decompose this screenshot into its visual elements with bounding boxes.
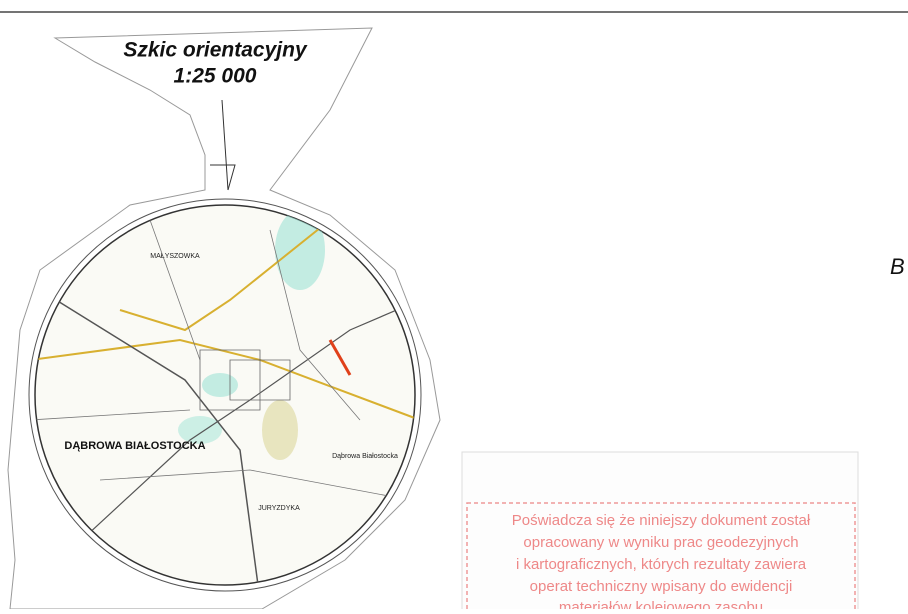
stamp-line: materiałów kolejowego zasobu: [559, 599, 763, 609]
sketch-scale: 1:25 000: [174, 65, 257, 88]
place-label: JURYZDYKA: [258, 505, 300, 512]
stamp: [461, 451, 859, 614]
place-label: DĄBROWA BIAŁOSTOCKA: [64, 440, 205, 452]
stamp-line: Poświadcza się że niniejszy dokument zos…: [512, 512, 811, 529]
sketch-title: Szkic orientacyjny: [123, 39, 308, 62]
place-label: MAŁYSZOWKA: [150, 253, 200, 260]
stamp-line: opracowany w wyniku prac geodezyjnych: [523, 534, 798, 551]
station-label: Dąbrowa Białostocka: [332, 453, 398, 460]
stamp-line: i kartograficznych, których rezultaty za…: [516, 556, 807, 573]
side-letter: B: [890, 254, 905, 279]
map: MAŁYSZOWKA DĄBROWA BIAŁOSTOCKA JURYZDYKA…: [28, 198, 422, 592]
stamp-line: operat techniczny wpisany do ewidencji: [530, 578, 793, 595]
